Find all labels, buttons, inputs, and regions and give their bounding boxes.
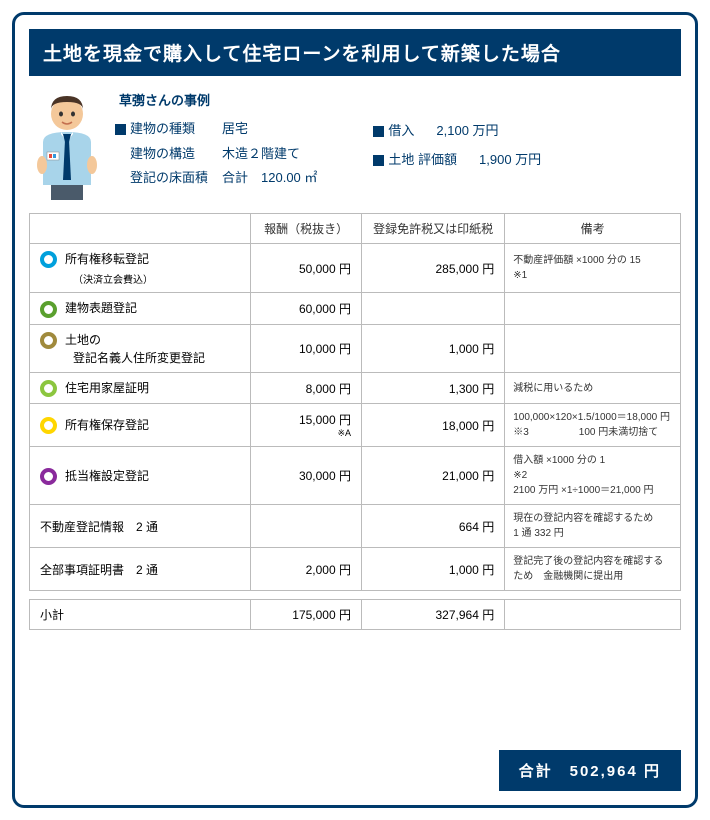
- row-name: 所有権移転登記（決済立会費込）: [30, 244, 251, 293]
- row-fee: 60,000 円: [251, 293, 362, 324]
- total-value: 502,964 円: [570, 763, 661, 780]
- row-note: [505, 324, 681, 372]
- row-name: 建物表題登記: [30, 293, 251, 324]
- land-label: 土地 評価額: [388, 152, 457, 167]
- row-tax: 1,300 円: [361, 372, 504, 403]
- document-frame: 土地を現金で購入して住宅ローンを利用して新築した場合 草彅さんの事例 建物の種類…: [12, 12, 698, 808]
- loan-info: 借入 2,100 万円 土地 評価額 1,900 万円: [373, 117, 541, 191]
- ring-icon: [40, 417, 57, 434]
- table-row: 所有権保存登記15,000 円※A18,000 円100,000×120×1.5…: [30, 404, 681, 447]
- borrow-label: 借入: [388, 123, 414, 138]
- row-note: 登記完了後の登記内容を確認するため 金融機関に提出用: [505, 548, 681, 591]
- total-label: 合計: [519, 763, 553, 780]
- subtotal-fee: 175,000 円: [251, 600, 362, 630]
- row-fee: 30,000 円: [251, 447, 362, 505]
- row-name: 住宅用家屋証明: [30, 372, 251, 403]
- row-note: 借入額 ×1000 分の 1※22100 万円 ×1÷1000＝21,000 円: [505, 447, 681, 505]
- table-row: 住宅用家屋証明8,000 円1,300 円減税に用いるため: [30, 372, 681, 403]
- row-note: 不動産評価額 ×1000 分の 15※1: [505, 244, 681, 293]
- ring-icon: [40, 332, 57, 349]
- row-tax: 21,000 円: [361, 447, 504, 505]
- table-row: 建物表題登記60,000 円: [30, 293, 681, 324]
- row-name: 不動産登記情報 2 通: [30, 505, 251, 548]
- row-fee: 2,000 円: [251, 548, 362, 591]
- subtotal-note: [505, 600, 681, 630]
- case-name: 草彅さんの事例: [119, 90, 681, 109]
- bld-area-value: 合計 120.00 ㎡: [222, 166, 317, 191]
- borrow-value: 2,100 万円: [436, 117, 498, 146]
- case-details: 草彅さんの事例 建物の種類 建物の構造 登記の床面積 居宅 木造２階建て 合計 …: [115, 90, 681, 205]
- row-fee: [251, 505, 362, 548]
- table-row: 所有権移転登記（決済立会費込）50,000 円285,000 円不動産評価額 ×…: [30, 244, 681, 293]
- row-fee: 8,000 円: [251, 372, 362, 403]
- ring-icon: [40, 301, 57, 318]
- bld-struct-label: 建物の構造: [130, 146, 195, 161]
- fee-table: 報酬（税抜き） 登録免許税又は印紙税 備考 所有権移転登記（決済立会費込）50,…: [29, 213, 681, 591]
- total-box: 合計 502,964 円: [499, 750, 681, 791]
- table-row: 不動産登記情報 2 通 664 円現在の登記内容を確認するため1 通 332 円: [30, 505, 681, 548]
- title-bar: 土地を現金で購入して住宅ローンを利用して新築した場合: [29, 29, 681, 76]
- subtotal-tax: 327,964 円: [361, 600, 504, 630]
- ring-icon: [40, 468, 57, 485]
- row-tax: 1,000 円: [361, 548, 504, 591]
- row-fee: 50,000 円: [251, 244, 362, 293]
- row-tax: [361, 293, 504, 324]
- bld-struct-value: 木造２階建て: [222, 142, 317, 167]
- row-name: 全部事項証明書 2 通: [30, 548, 251, 591]
- ring-icon: [40, 251, 57, 268]
- ring-icon: [40, 380, 57, 397]
- row-fee: 15,000 円※A: [251, 404, 362, 447]
- th-fee: 報酬（税抜き）: [251, 214, 362, 244]
- row-tax: 18,000 円: [361, 404, 504, 447]
- table-row: 全部事項証明書 2 通2,000 円1,000 円登記完了後の登記内容を確認する…: [30, 548, 681, 591]
- bld-area-label: 登記の床面積: [130, 170, 208, 185]
- row-note: [505, 293, 681, 324]
- th-note: 備考: [505, 214, 681, 244]
- table-row: 抵当権設定登記30,000 円21,000 円借入額 ×1000 分の 1※22…: [30, 447, 681, 505]
- th-tax: 登録免許税又は印紙税: [361, 214, 504, 244]
- row-tax: 1,000 円: [361, 324, 504, 372]
- row-note: 減税に用いるため: [505, 372, 681, 403]
- bld-type-label: 建物の種類: [130, 121, 195, 136]
- row-name: 所有権保存登記: [30, 404, 251, 447]
- row-note: 100,000×120×1.5/1000＝18,000 円※3 100 円未満切…: [505, 404, 681, 447]
- building-info: 建物の種類 建物の構造 登記の床面積 居宅 木造２階建て 合計 120.00 ㎡: [115, 117, 317, 191]
- row-tax: 664 円: [361, 505, 504, 548]
- land-value: 1,900 万円: [479, 146, 541, 175]
- row-note: 現在の登記内容を確認するため1 通 332 円: [505, 505, 681, 548]
- subtotal-table: 小計 175,000 円 327,964 円: [29, 599, 681, 630]
- row-name: 土地の登記名義人住所変更登記: [30, 324, 251, 372]
- bld-type-value: 居宅: [222, 117, 317, 142]
- th-name: [30, 214, 251, 244]
- row-name: 抵当権設定登記: [30, 447, 251, 505]
- row-tax: 285,000 円: [361, 244, 504, 293]
- avatar: [29, 90, 105, 205]
- table-row: 土地の登記名義人住所変更登記10,000 円1,000 円: [30, 324, 681, 372]
- subtotal-label: 小計: [30, 600, 251, 630]
- row-fee: 10,000 円: [251, 324, 362, 372]
- info-section: 草彅さんの事例 建物の種類 建物の構造 登記の床面積 居宅 木造２階建て 合計 …: [29, 90, 681, 205]
